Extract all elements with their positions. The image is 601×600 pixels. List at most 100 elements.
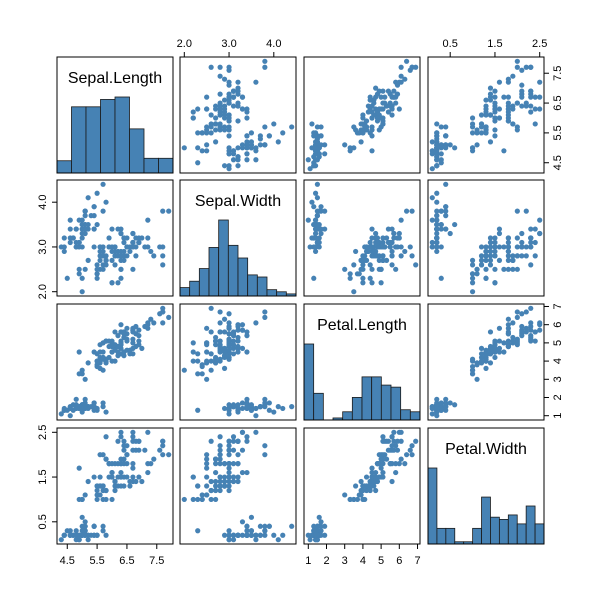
data-point [160,452,166,458]
data-point [380,244,386,250]
data-point [434,413,440,419]
data-point [100,208,106,214]
data-point [438,405,444,412]
data-point [271,121,277,127]
data-point [76,217,82,223]
data-point [389,478,395,485]
data-point [85,195,91,201]
data-point [528,305,534,311]
data-point [226,354,232,361]
data-point [271,532,277,538]
data-point [148,316,154,322]
data-point [528,239,534,246]
data-point [501,244,507,250]
panel-Petal.Length-vs-Petal.Width [427,303,545,421]
data-point [266,400,272,406]
panel-Petal.Length-vs-Sepal.Length [56,303,174,421]
data-point [109,280,115,286]
data-point [347,271,353,277]
data-point [514,208,520,214]
data-point [248,145,255,151]
data-point [362,483,368,489]
data-point [514,336,520,342]
histogram-bar [507,514,518,545]
data-point [226,347,232,353]
data-point [394,91,401,97]
data-point [389,253,395,259]
data-point [257,532,263,538]
panel-Petal.Width-vs-Sepal.Length [56,427,174,545]
data-point [537,217,543,223]
data-point [407,447,413,453]
data-point [199,148,205,154]
data-point [305,217,311,223]
data-point [262,402,268,408]
data-point [76,537,82,543]
data-point [262,452,268,458]
data-point [235,532,241,538]
data-point [130,345,136,351]
data-point [226,151,232,157]
data-point [312,532,319,538]
data-point [496,115,503,121]
data-point [314,226,320,232]
data-point [226,133,232,139]
data-point [226,331,232,337]
data-point [505,316,511,322]
data-point [391,88,397,94]
tick-label: 4.5 [552,155,564,170]
data-point [151,320,157,326]
data-point [244,404,250,410]
data-point [311,275,317,281]
data-point [318,133,324,139]
data-point [109,474,115,480]
data-point [380,118,386,124]
histogram-bar [208,247,220,297]
panel-Sepal.Length-vs-Petal.Length [303,56,421,174]
panel-frame [56,303,174,421]
data-point [478,244,485,250]
panel-frame [427,303,545,421]
data-point [393,469,399,476]
histogram-bar [498,519,509,545]
data-point [378,465,384,471]
data-point [109,343,115,350]
data-point [369,248,375,255]
data-point [160,305,166,311]
data-point [523,325,529,331]
panel-Sepal.Length-vs-Petal.Width [427,56,545,174]
data-point [438,208,444,214]
data-point [239,532,246,538]
data-point [97,474,103,480]
data-point [208,329,214,335]
data-point [523,309,529,315]
data-point [505,235,511,241]
data-point [514,244,520,250]
data-point [505,343,511,350]
data-point [235,157,241,163]
data-point [275,139,281,145]
tick-label: 2 [552,394,564,400]
data-point [230,148,237,154]
data-point [351,262,357,268]
data-point [199,496,205,503]
data-point [82,402,88,408]
data-point [496,106,503,112]
data-point [235,474,241,480]
data-point [235,452,241,458]
data-point [519,82,525,88]
data-point [404,452,410,458]
data-point [244,469,250,476]
data-point [112,487,118,494]
panel-frame [427,56,545,174]
data-point [398,64,404,70]
data-point [133,478,139,485]
data-point [221,483,228,489]
data-point [532,338,538,344]
data-point [487,239,494,246]
data-point [393,244,399,250]
data-point [483,347,489,353]
data-point [362,124,368,130]
data-point [429,405,435,412]
